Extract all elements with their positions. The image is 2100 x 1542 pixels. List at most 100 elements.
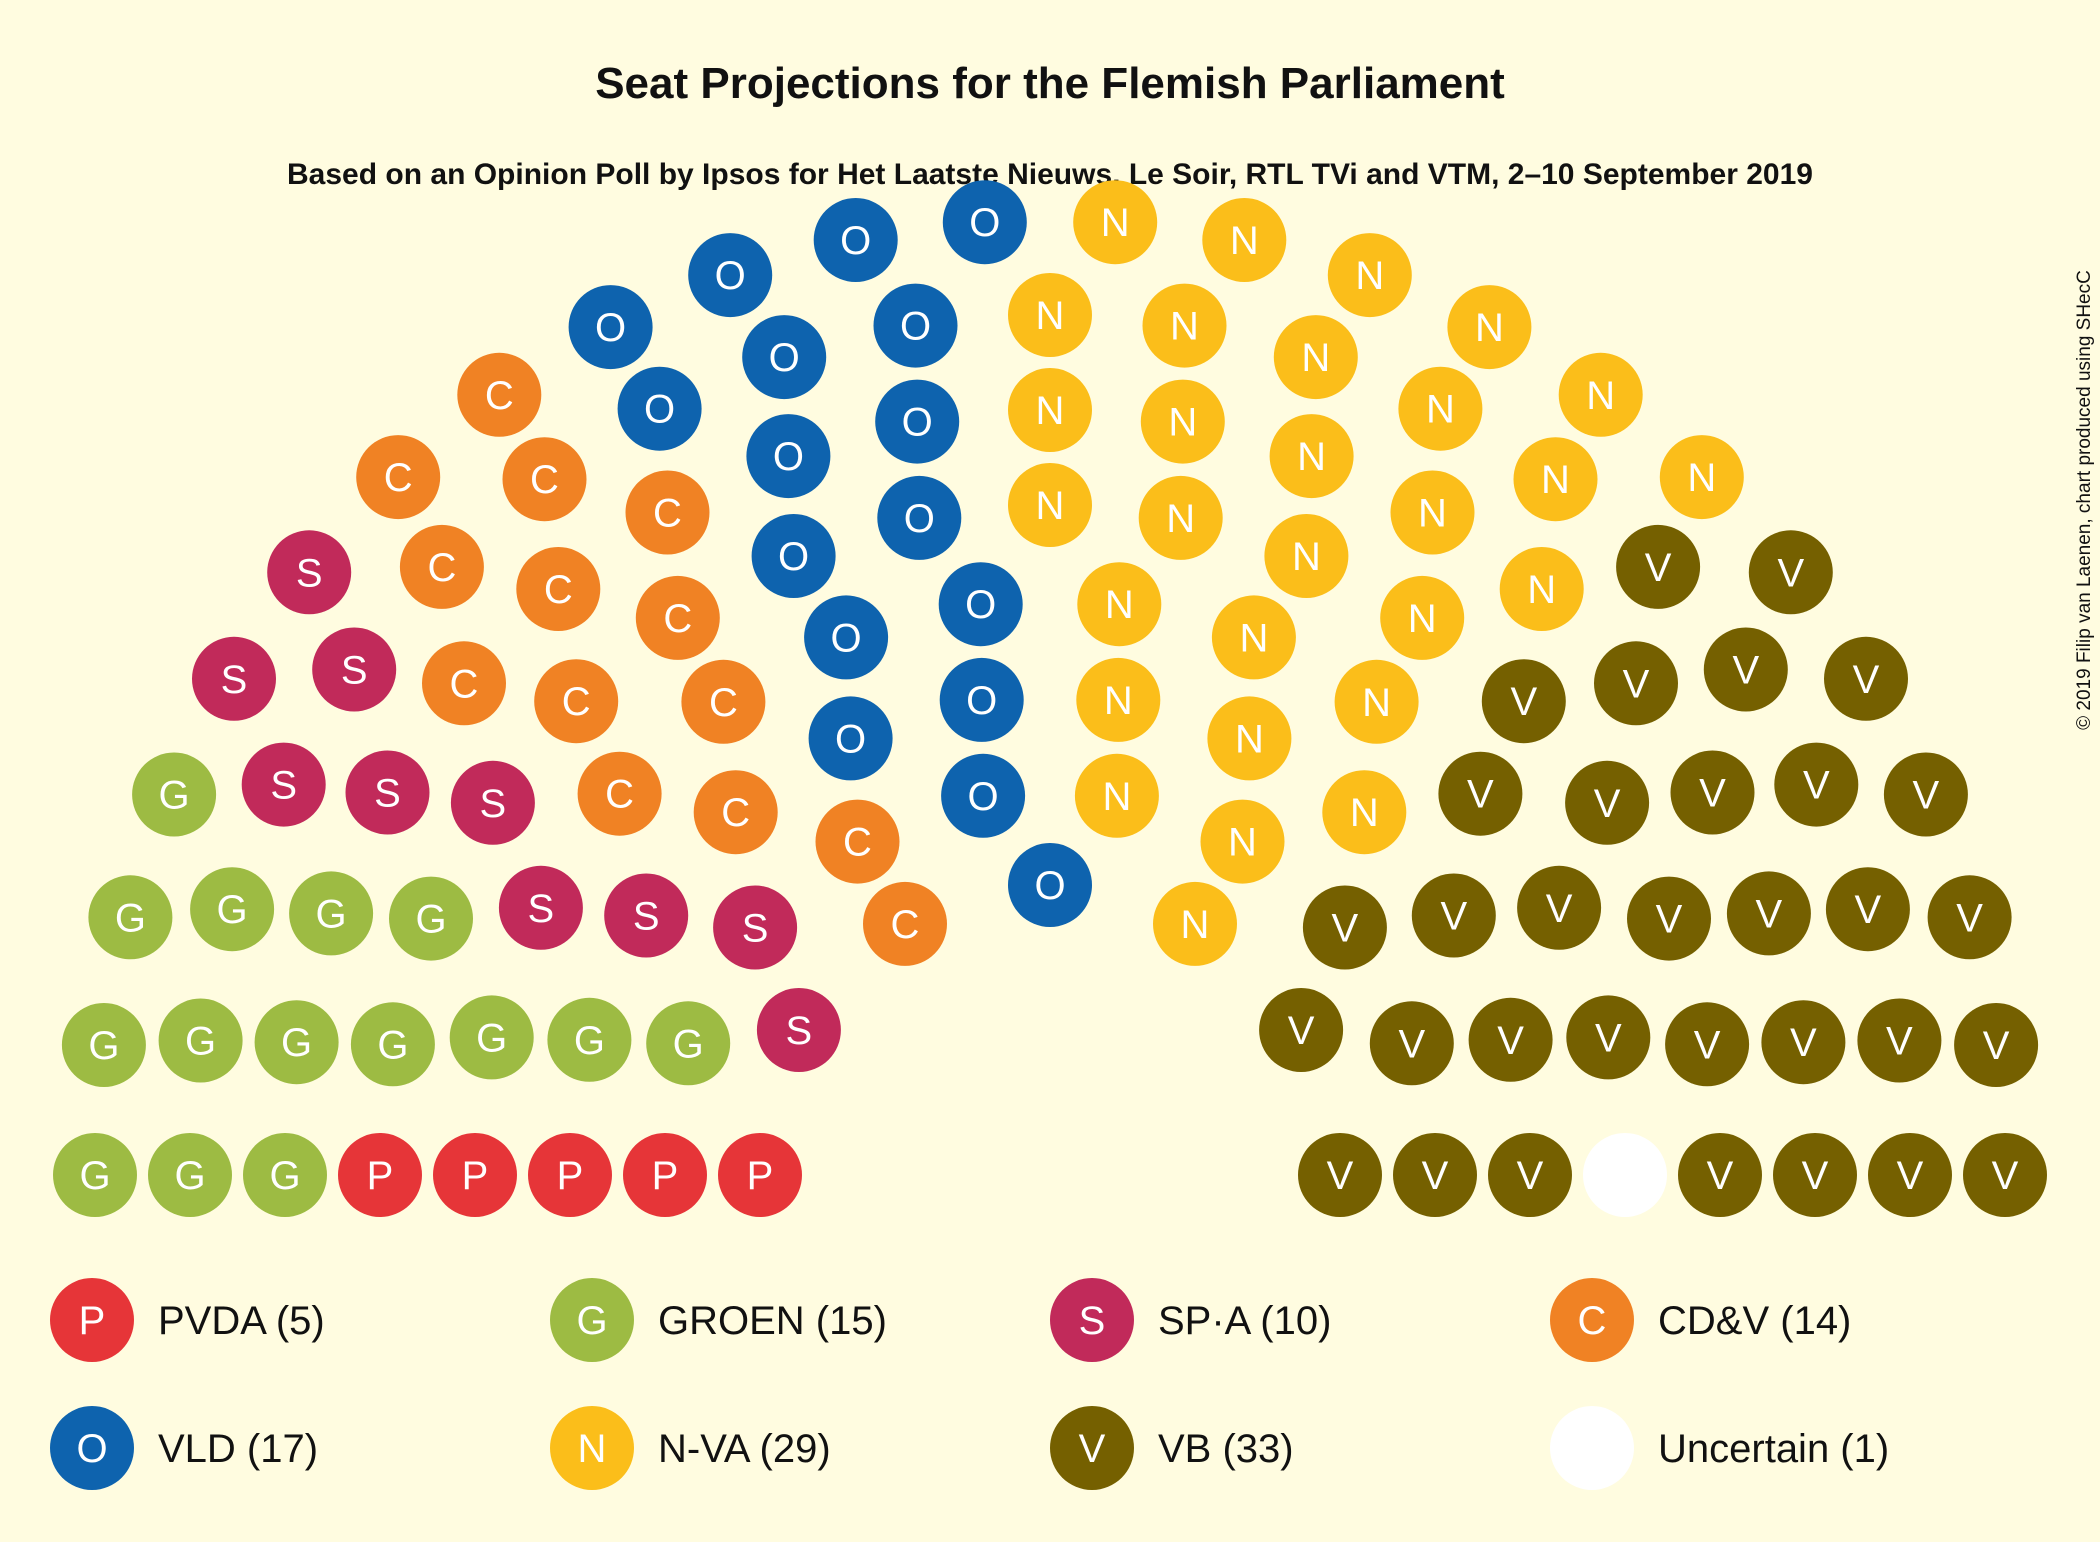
seat-circle [158, 998, 243, 1083]
legend-item-sp-a: S SP·A (10) [1050, 1278, 1331, 1362]
legend-item-cd-v: C CD&V (14) [1550, 1278, 1851, 1362]
seat-circle [1438, 751, 1523, 836]
seat-groen: G [190, 867, 275, 952]
seat-circle [1273, 315, 1358, 400]
legend-swatch [50, 1278, 134, 1362]
seat-circle [1153, 881, 1237, 966]
seat-circle [450, 760, 535, 845]
seat-circle [1411, 873, 1496, 958]
seat-n-va: N [1142, 283, 1227, 368]
seat-n-va: N [1398, 366, 1483, 451]
legend-swatch-letter: O [76, 1427, 107, 1471]
seat-vld: O [617, 366, 702, 451]
legend-label: PVDA (5) [158, 1299, 325, 1343]
seat-letter: V [1595, 1016, 1622, 1060]
seat-circle [190, 867, 275, 952]
seat-letter: O [644, 388, 675, 432]
seat-n-va: N [1513, 437, 1598, 522]
seat-vb: V [1761, 1000, 1846, 1085]
seat-n-va: N [1077, 562, 1162, 647]
seat-circle [1748, 530, 1833, 615]
seat-circle [449, 995, 534, 1080]
seat-letter: V [1913, 774, 1940, 818]
seat-letter: C [709, 681, 738, 725]
seat-n-va: N [1008, 463, 1092, 547]
seat-circle [399, 524, 484, 609]
seat-letter: P [652, 1154, 679, 1198]
seat-circle [1927, 875, 2012, 960]
seat-letter: N [1168, 401, 1197, 445]
seat-letter: N [1036, 389, 1065, 433]
seat-letter: V [1756, 892, 1783, 936]
seat-n-va: N [1200, 799, 1285, 884]
legend-swatch-letter: P [79, 1299, 106, 1343]
seat-vb: V [1302, 885, 1387, 970]
seat-circle [815, 799, 900, 884]
seat-vld: O [941, 753, 1026, 838]
seat-letter: N [1105, 583, 1134, 627]
seat-circle [1517, 865, 1602, 950]
seat-vld: O [1008, 843, 1092, 927]
seat-circle [1322, 770, 1407, 855]
seat-circle [389, 876, 473, 961]
seat-letter: N [1166, 497, 1195, 541]
seat-letter: G [269, 1154, 300, 1198]
legend-swatch [50, 1406, 134, 1490]
seat-cd-v: C [422, 641, 506, 726]
legend-swatch [550, 1406, 634, 1490]
seat-letter: G [79, 1154, 110, 1198]
seat-letter: V [1694, 1023, 1721, 1067]
seat-n-va: N [1138, 475, 1223, 560]
seat-letter: V [1645, 546, 1672, 590]
legend-item-groen: G GROEN (15) [550, 1278, 887, 1362]
seat-letter: S [742, 907, 769, 951]
seat-circle [422, 641, 506, 726]
seat-circle [1447, 285, 1532, 370]
seat-pvda: P [623, 1133, 707, 1217]
seat-letter: P [557, 1154, 584, 1198]
seat-letter: O [595, 306, 626, 350]
seat-letter: G [159, 774, 190, 818]
seat-groen: G [449, 995, 534, 1080]
seat-sp-a: S [312, 627, 397, 712]
seat-letter: V [1517, 1154, 1544, 1198]
seat-vld: O [939, 657, 1024, 742]
legend-label: GROEN (15) [658, 1299, 887, 1343]
seat-cd-v: C [693, 770, 778, 855]
seat-circle [345, 750, 430, 835]
seat-vb: V [1298, 1133, 1382, 1217]
seat-letter: V [1732, 649, 1759, 693]
seat-letter: N [1297, 435, 1326, 479]
seat-letter: N [1292, 535, 1321, 579]
seat-letter: P [747, 1154, 774, 1198]
legend-item-uncertain: Uncertain (1) [1550, 1406, 1889, 1490]
seat-vb: V [1678, 1133, 1762, 1217]
seat-circle [1369, 1001, 1454, 1086]
seat-sp-a: S [267, 530, 352, 615]
seat-vld: O [813, 198, 898, 282]
seat-circle [693, 770, 778, 855]
seat-vld: O [804, 595, 889, 680]
seat-letter: O [715, 254, 746, 298]
seat-circle [356, 435, 441, 520]
seat-circle [534, 659, 619, 744]
seat-vld: O [568, 285, 653, 370]
seat-letter: V [1332, 907, 1359, 951]
seat-circle [681, 659, 766, 744]
seat-letter: G [281, 1021, 312, 1065]
seat-vb: V [1868, 1133, 1952, 1217]
seat-groen: G [289, 871, 374, 956]
seat-circle [1670, 750, 1755, 835]
seat-vb: V [1393, 1133, 1477, 1217]
seat-circle [1565, 760, 1650, 845]
seat-circle [350, 1002, 435, 1087]
seat-letter: N [1362, 681, 1391, 725]
seat-n-va: N [1659, 435, 1744, 520]
seat-circle [1868, 1133, 1952, 1217]
seat-sp-a: S [713, 885, 798, 970]
seat-vb: V [1883, 752, 1968, 837]
seat-groen: G [243, 1133, 327, 1217]
seat-letter: V [1288, 1009, 1315, 1053]
seat-vb: V [1748, 530, 1833, 615]
legend-swatch-letter: C [1578, 1299, 1607, 1343]
